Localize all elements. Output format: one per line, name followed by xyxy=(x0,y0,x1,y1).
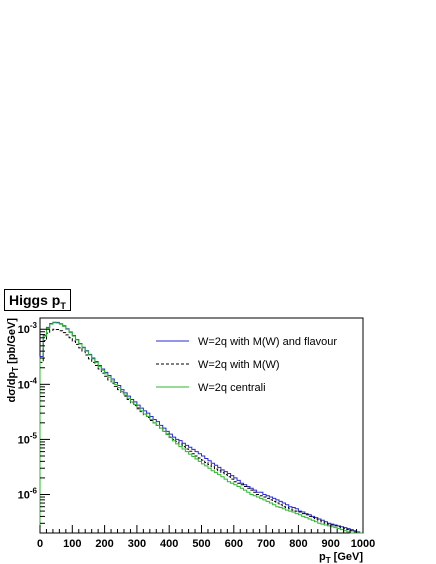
x-tick-label: 1000 xyxy=(351,538,375,550)
x-tick-label: 800 xyxy=(289,538,307,550)
x-tick-label: 900 xyxy=(322,538,340,550)
x-tick-label: 200 xyxy=(95,538,113,550)
legend-label-0: W=2q with M(W) and flavour xyxy=(198,336,337,348)
legend-label-1: W=2q with M(W) xyxy=(198,359,280,371)
x-tick-label: 0 xyxy=(37,538,43,550)
y-axis-label: dσ/dpT [pb/GeV] xyxy=(6,318,20,403)
legend-label-2: W=2q centrali xyxy=(198,382,266,394)
y-tick-label: 10-5 xyxy=(18,431,38,446)
series-line-2 xyxy=(39,322,363,534)
x-tick-label: 500 xyxy=(192,538,210,550)
chart-title-text: Higgs p xyxy=(9,292,61,308)
y-tick-label: 10-6 xyxy=(18,486,38,501)
y-tick-label: 10-3 xyxy=(18,321,38,336)
x-tick-label: 300 xyxy=(128,538,146,550)
x-tick-label: 700 xyxy=(257,538,275,550)
series-layer xyxy=(39,321,363,534)
x-tick-label: 100 xyxy=(63,538,81,550)
chart-title-subscript: T xyxy=(60,300,66,311)
x-tick-label: 600 xyxy=(225,538,243,550)
legend: W=2q with M(W) and flavour W=2q with M(W)… xyxy=(156,336,337,394)
series-line-1 xyxy=(39,328,363,534)
axes-layer: 0 100 200 300 400 500 600 700 800 900 1000 10-6 10-5… xyxy=(18,321,376,550)
x-axis-label: pT [GeV] xyxy=(319,551,363,564)
x-tick-label: 400 xyxy=(160,538,178,550)
chart-title: Higgs pT xyxy=(4,289,71,311)
y-tick-label: 10-4 xyxy=(18,376,38,391)
